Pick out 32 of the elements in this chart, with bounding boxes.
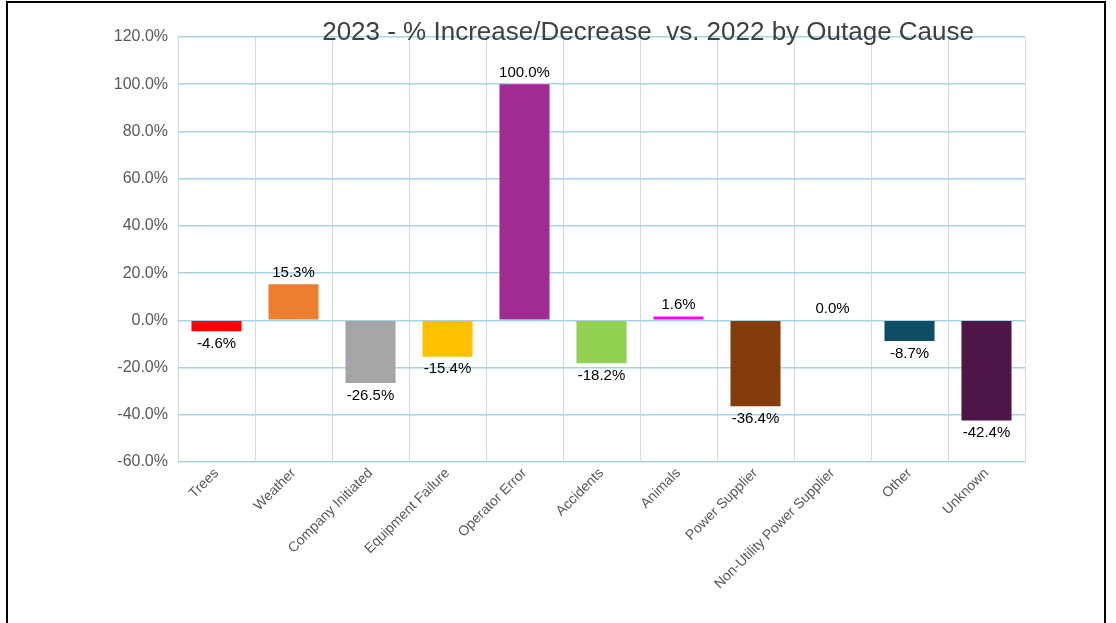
data-label: -15.4% (423, 359, 472, 377)
y-tick-label: 40.0% (122, 216, 168, 234)
data-label: 100.0% (499, 62, 550, 80)
bar (268, 284, 319, 320)
bar (961, 321, 1012, 421)
y-tick-label: -60.0% (117, 452, 168, 470)
data-label: -42.4% (962, 423, 1011, 441)
chart-title: 2023 - % Increase/Decrease vs. 2022 by Outage Cause (322, 16, 974, 47)
bar (499, 84, 550, 320)
y-tick-label: 60.0% (122, 169, 168, 187)
y-tick-label: -40.0% (117, 405, 168, 423)
data-label: -8.7% (889, 343, 930, 361)
bar (653, 316, 704, 320)
bar (884, 321, 935, 341)
data-label: 15.3% (272, 262, 315, 280)
data-label: -26.5% (346, 385, 395, 403)
data-label: -36.4% (731, 408, 780, 426)
y-tick-label: 0.0% (131, 310, 168, 328)
data-label: 1.6% (661, 295, 696, 313)
y-tick-label: 20.0% (122, 263, 168, 281)
bar (422, 321, 473, 357)
bar (576, 321, 627, 364)
data-label: -4.6% (196, 333, 237, 351)
bar (345, 321, 396, 383)
bar (730, 321, 781, 407)
y-tick-label: 100.0% (113, 74, 168, 92)
y-tick-label: -20.0% (117, 357, 168, 375)
data-label: 0.0% (815, 298, 850, 316)
y-tick-label: 120.0% (113, 27, 168, 45)
data-label: -18.2% (577, 365, 626, 383)
bar (191, 321, 242, 332)
y-tick-label: 80.0% (122, 121, 168, 139)
